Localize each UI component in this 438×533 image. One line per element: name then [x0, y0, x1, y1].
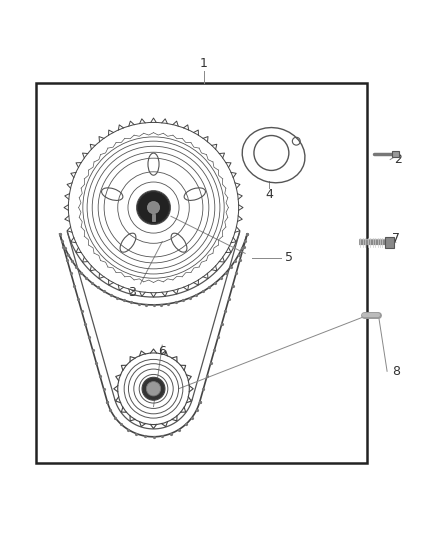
FancyBboxPatch shape [152, 214, 155, 221]
Text: 4: 4 [265, 188, 273, 201]
FancyBboxPatch shape [392, 151, 399, 157]
Text: 8: 8 [392, 365, 400, 378]
Circle shape [148, 201, 159, 214]
Text: 6: 6 [158, 345, 166, 358]
Text: 2: 2 [394, 153, 402, 166]
FancyBboxPatch shape [35, 83, 367, 463]
Text: 5: 5 [285, 251, 293, 264]
Text: 7: 7 [392, 232, 400, 245]
Text: 1: 1 [200, 57, 208, 70]
FancyBboxPatch shape [385, 237, 394, 248]
Text: 3: 3 [128, 286, 136, 299]
Circle shape [138, 191, 170, 224]
Circle shape [142, 377, 165, 400]
Circle shape [146, 382, 161, 396]
